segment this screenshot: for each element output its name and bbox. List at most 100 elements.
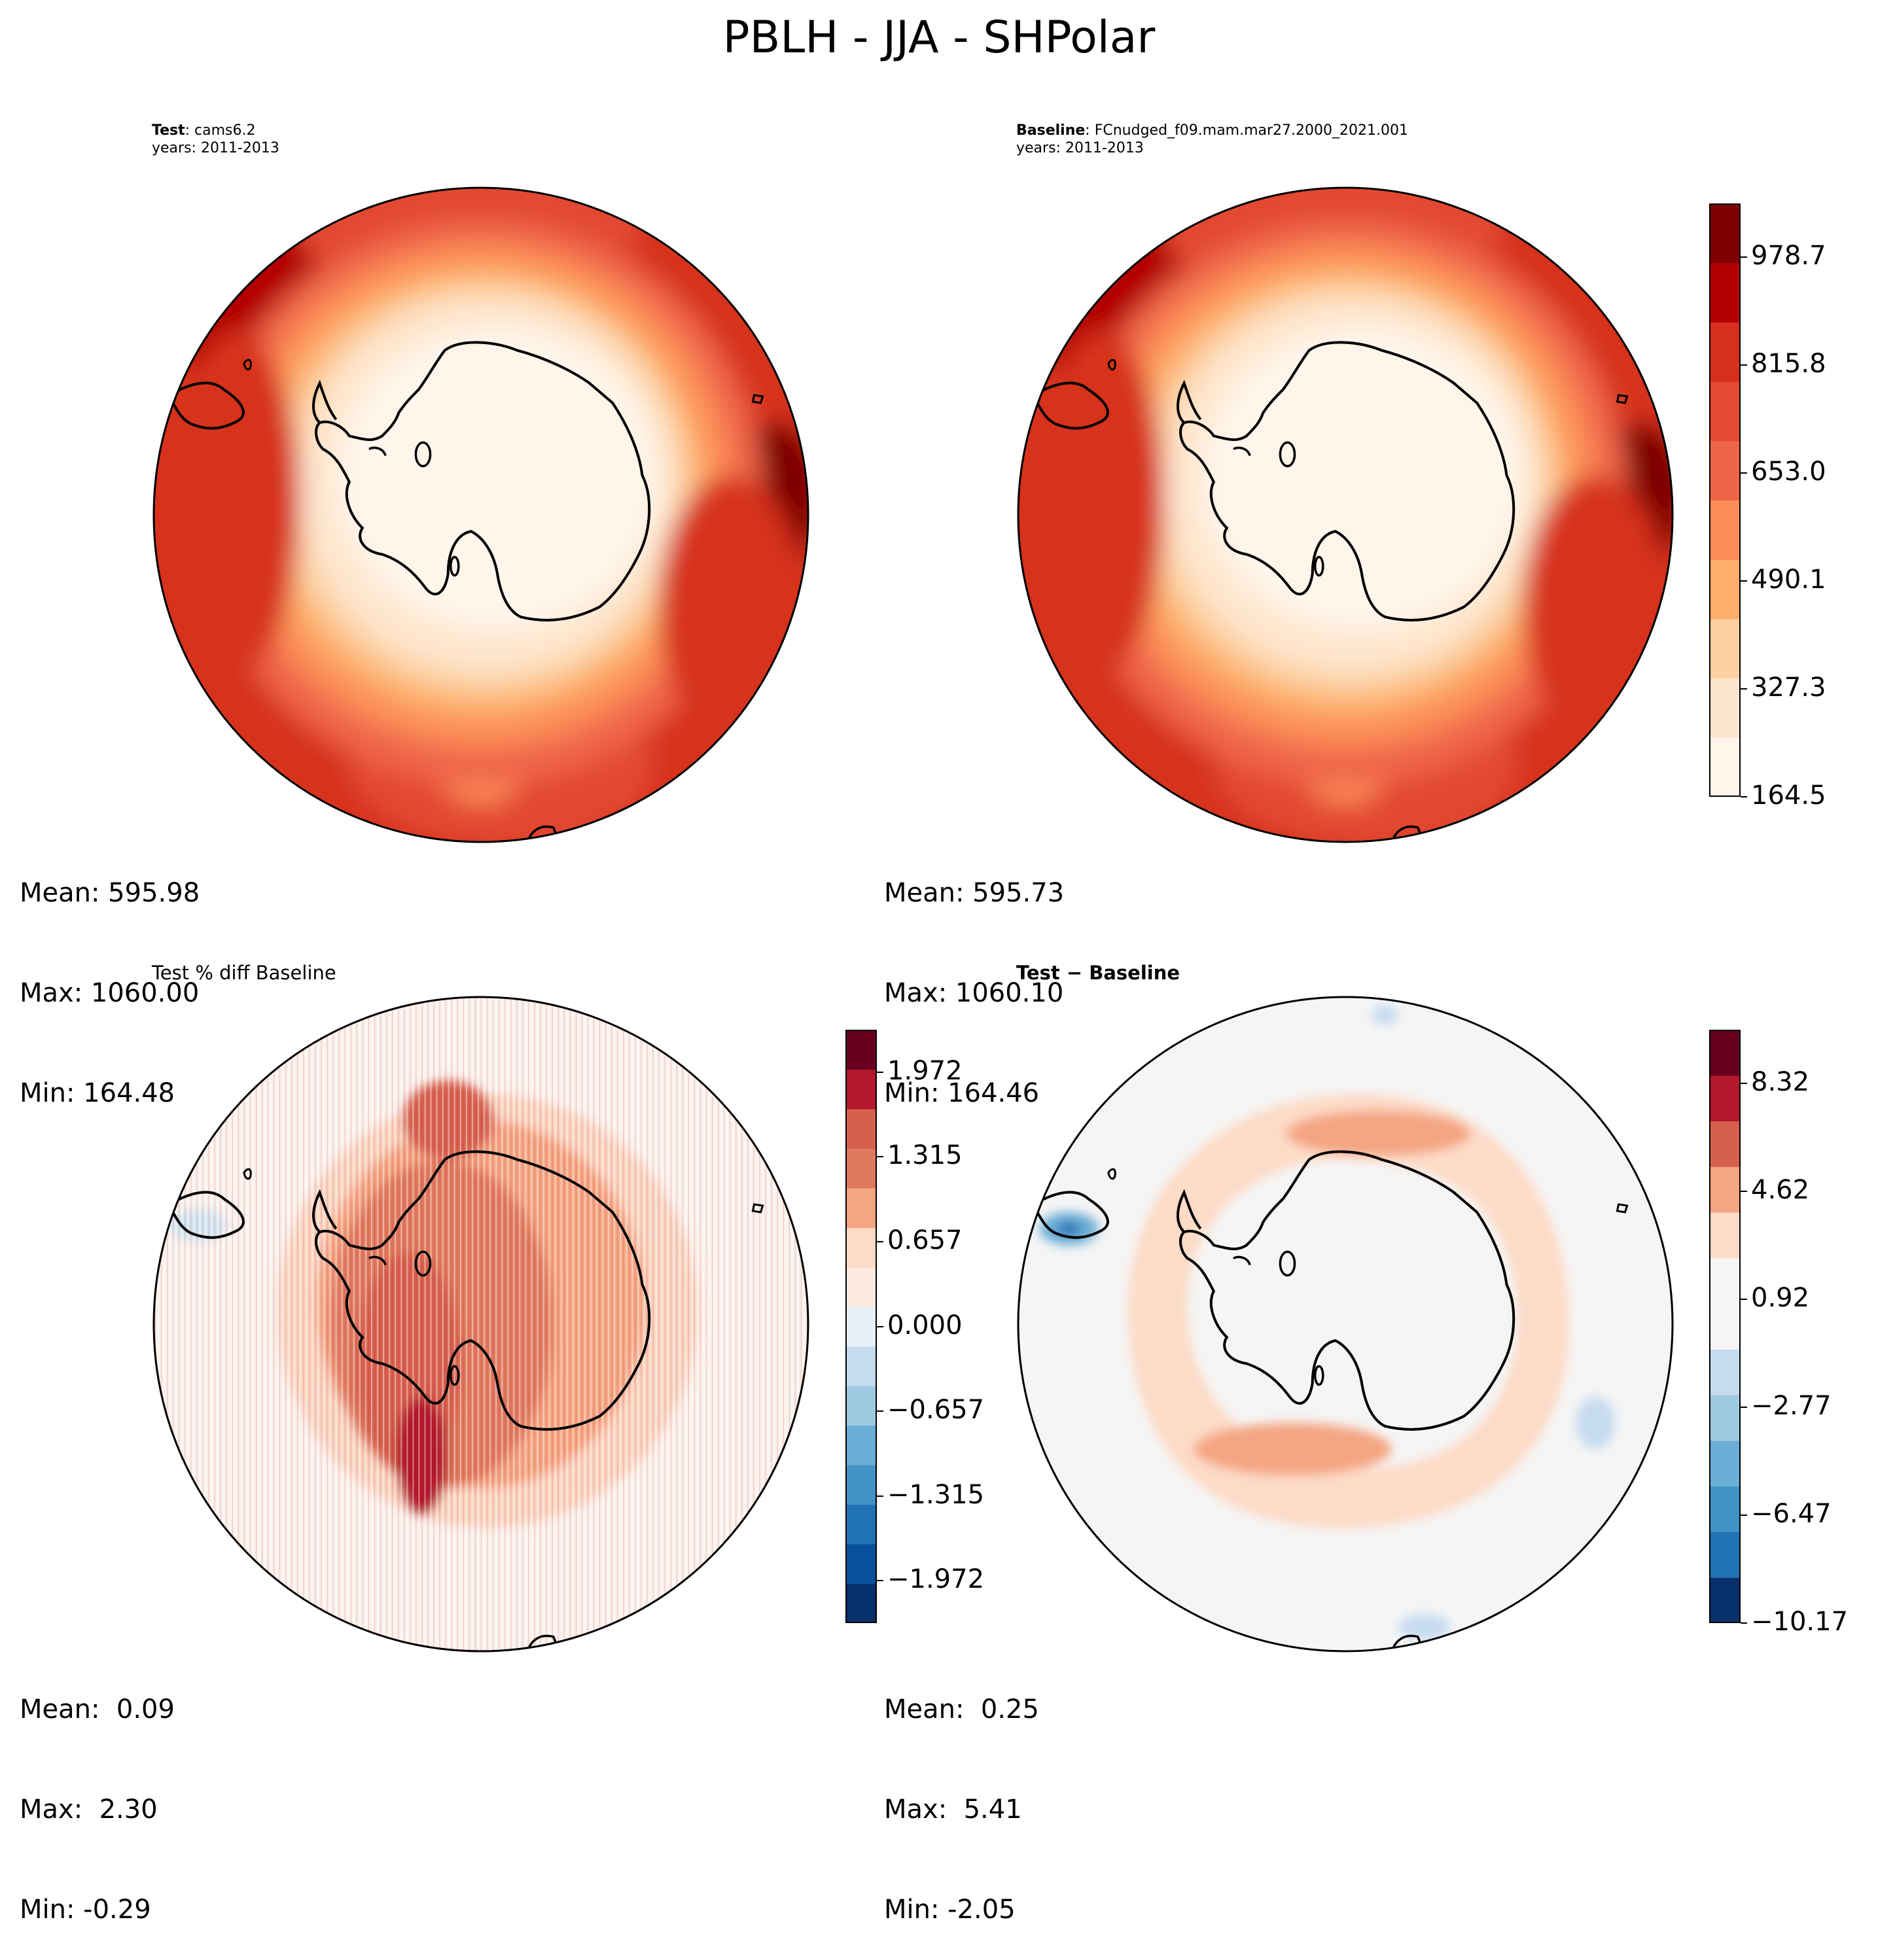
pctdiff-colorbar-tick-mark xyxy=(877,1325,883,1327)
pctdiff-colorbar-band xyxy=(845,1148,877,1189)
field-colorbar-tick-label: 815.8 xyxy=(1751,349,1826,379)
test-name-value: : cams6.2 xyxy=(185,122,256,139)
field-colorbar-band xyxy=(1709,203,1741,264)
field-colorbar-frame xyxy=(1709,203,1741,797)
baseline-years: years: 2011-2013 xyxy=(1016,140,1144,156)
pctdiff-colorbar-band xyxy=(845,1267,877,1307)
pctdiff-stats: Mean: 0.09 Max: 2.30 Min: -0.29 xyxy=(20,1626,175,1960)
diff-map xyxy=(1017,996,1674,1653)
test-panel-title: Test: cams6.2 years: 2011-2013 xyxy=(152,122,279,157)
baseline-max: Max: 1060.10 xyxy=(884,978,1064,1008)
diff-colorbar-tick-mark xyxy=(1741,1299,1747,1301)
diff-colorbar-tick-label: 0.92 xyxy=(1751,1283,1810,1314)
baseline-name-label: Baseline xyxy=(1016,122,1086,139)
field-colorbar-tick-label: 653.0 xyxy=(1751,457,1826,487)
diff-colorbar-bands xyxy=(1709,1030,1741,1623)
field-colorbar-band xyxy=(1709,381,1741,442)
diff-colorbar-tick-mark xyxy=(1741,1622,1747,1624)
pctdiff-colorbar-band xyxy=(845,1187,877,1228)
field-colorbar-tick-mark xyxy=(1741,364,1747,366)
pctdiff-colorbar-band xyxy=(845,1504,877,1545)
pctdiff-colorbar-band xyxy=(845,1030,877,1070)
pctdiff-mean: Mean: 0.09 xyxy=(20,1694,175,1724)
pctdiff-colorbar-tick-label: 1.972 xyxy=(887,1055,963,1086)
test-max: Max: 1060.00 xyxy=(20,978,200,1008)
test-mean: Mean: 595.98 xyxy=(20,878,200,908)
diff-colorbar-band xyxy=(1709,1212,1741,1259)
diff-colorbar-frame xyxy=(1709,1030,1741,1623)
baseline-map xyxy=(1017,186,1674,843)
pctdiff-map xyxy=(152,996,809,1653)
field-colorbar-band xyxy=(1709,737,1741,797)
baseline-name-value: : FCnudged_f09.mam.mar27.2000_2021.001 xyxy=(1085,122,1409,139)
pctdiff-colorbar-band xyxy=(845,1386,877,1426)
diff-colorbar-tick-label: −6.47 xyxy=(1751,1499,1832,1529)
pctdiff-colorbar-tick-mark xyxy=(877,1410,883,1412)
field-colorbar-band xyxy=(1709,322,1741,382)
diff-colorbar-band xyxy=(1709,1075,1741,1122)
diff-mean: Mean: 0.25 xyxy=(884,1694,1039,1724)
baseline-min: Min: 164.46 xyxy=(884,1078,1040,1108)
pctdiff-colorbar-tick-mark xyxy=(877,1071,883,1073)
pctdiff-colorbar-band xyxy=(845,1227,877,1268)
pctdiff-panel-title: Test % diff Baseline xyxy=(152,962,336,984)
diff-colorbar-band xyxy=(1709,1257,1741,1304)
field-colorbar-band xyxy=(1709,559,1741,620)
diff-colorbar-tick-mark xyxy=(1741,1083,1747,1085)
pctdiff-colorbar-tick-label: −0.657 xyxy=(887,1395,985,1426)
test-map xyxy=(152,186,809,843)
pctdiff-colorbar-tick-mark xyxy=(877,1156,883,1158)
pctdiff-colorbar-band xyxy=(845,1544,877,1584)
diff-max: Max: 5.41 xyxy=(884,1794,1022,1825)
pctdiff-colorbar-bands xyxy=(845,1030,877,1623)
diff-colorbar-tick-label: 4.62 xyxy=(1751,1175,1810,1206)
diff-min: Min: -2.05 xyxy=(884,1895,1016,1925)
diff-colorbar-band xyxy=(1709,1577,1741,1623)
pctdiff-colorbar-band xyxy=(845,1346,877,1386)
field-colorbar-band xyxy=(1709,500,1741,560)
field-colorbar-band xyxy=(1709,262,1741,323)
field-colorbar-band xyxy=(1709,440,1741,501)
pctdiff-colorbar-tick-label: 1.315 xyxy=(887,1140,963,1171)
test-years: years: 2011-2013 xyxy=(152,140,279,156)
pctdiff-colorbar-tick-mark xyxy=(877,1240,883,1242)
pctdiff-colorbar-tick-label: 0.000 xyxy=(887,1310,963,1340)
test-stats: Mean: 595.98 Max: 1060.00 Min: 164.48 xyxy=(20,810,200,1144)
diff-colorbar-band xyxy=(1709,1030,1741,1076)
pctdiff-colorbar-tick-label: −1.972 xyxy=(887,1564,985,1595)
field-colorbar-tick-mark xyxy=(1741,580,1747,582)
figure-title: PBLH - JJA - SHPolar xyxy=(722,12,1156,63)
diff-colorbar-tick-mark xyxy=(1741,1407,1747,1409)
diff-colorbar-tick-label: −2.77 xyxy=(1751,1391,1832,1422)
pctdiff-colorbar: 1.972 1.315 0.657 0.000 −0.657 −1.315 −1.972 xyxy=(845,1030,984,1623)
baseline-panel-title: Baseline: FCnudged_f09.mam.mar27.2000_20… xyxy=(1016,122,1408,157)
pctdiff-colorbar-band xyxy=(845,1465,877,1505)
pctdiff-colorbar-band xyxy=(845,1583,877,1623)
test-name-label: Test xyxy=(152,122,185,139)
diff-colorbar-band xyxy=(1709,1166,1741,1213)
field-colorbar-bands xyxy=(1709,203,1741,797)
diff-colorbar-band xyxy=(1709,1303,1741,1350)
field-colorbar-tick-label: 490.1 xyxy=(1751,565,1826,595)
diff-stats: Mean: 0.25 Max: 5.41 Min: -2.05 xyxy=(884,1626,1039,1960)
diff-colorbar-band xyxy=(1709,1121,1741,1167)
pctdiff-colorbar-band xyxy=(845,1069,877,1110)
field-colorbar-band xyxy=(1709,678,1741,738)
field-colorbar-tick-label: 164.5 xyxy=(1751,780,1826,811)
diff-colorbar-tick-mark xyxy=(1741,1191,1747,1193)
diff-colorbar-band xyxy=(1709,1486,1741,1533)
field-colorbar-tick-mark xyxy=(1741,256,1747,258)
diff-colorbar-tick-label: 8.32 xyxy=(1751,1067,1810,1098)
pctdiff-colorbar-tick-mark xyxy=(877,1495,883,1497)
field-colorbar-tick-mark xyxy=(1741,472,1747,474)
diff-panel-title: Test − Baseline xyxy=(1016,962,1180,984)
diff-colorbar-tick-label: −10.17 xyxy=(1751,1607,1849,1637)
field-colorbar-tick-mark xyxy=(1741,796,1747,797)
field-colorbar-band xyxy=(1709,618,1741,679)
baseline-stats: Mean: 595.73 Max: 1060.10 Min: 164.46 xyxy=(884,810,1064,1144)
field-colorbar: 164.5 327.3 490.1 653.0 815.8 978.7 xyxy=(1709,203,1826,811)
diff-colorbar-band xyxy=(1709,1440,1741,1487)
pctdiff-colorbar-frame xyxy=(845,1030,877,1623)
pctdiff-colorbar-band xyxy=(845,1108,877,1149)
field-colorbar-tick-label: 327.3 xyxy=(1751,673,1826,703)
